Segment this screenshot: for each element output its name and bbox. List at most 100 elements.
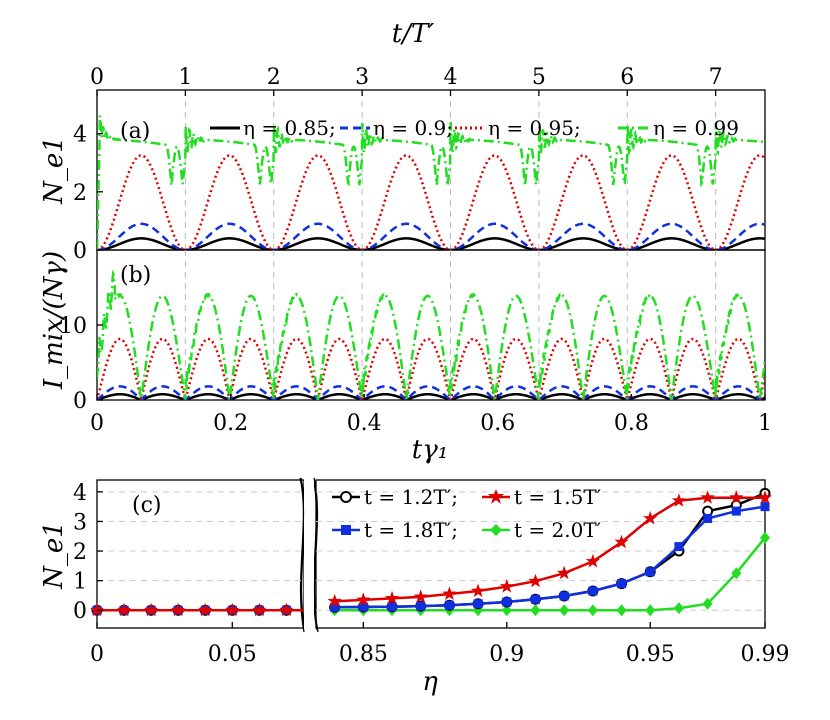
marker-square <box>387 602 397 612</box>
panel-b-xlabel: tγ₁ <box>412 435 448 465</box>
marker-diamond <box>616 604 627 617</box>
marker-diamond <box>501 604 512 617</box>
marker-diamond <box>760 531 770 544</box>
panel-b-series <box>97 269 765 400</box>
panel-b-label: (b) <box>120 263 151 288</box>
marker-square <box>760 502 770 512</box>
marker-square <box>416 601 426 611</box>
tick-label-c-x-right: 0.99 <box>741 642 790 667</box>
marker-star <box>384 590 400 605</box>
tick-label-a-y: 0 <box>73 239 87 264</box>
series-c-right-0 <box>334 492 766 609</box>
panel-c-label: (c) <box>132 493 162 518</box>
tick-label-c-x-left: 0.05 <box>208 642 257 667</box>
marker-star <box>89 602 105 617</box>
panel-a-ylabel: N_e1 <box>39 136 69 205</box>
series-a-1 <box>97 222 765 250</box>
marker-square <box>559 591 569 601</box>
tick-label-a-top: 1 <box>178 65 192 90</box>
marker-star <box>327 593 342 608</box>
marker-star <box>671 493 687 507</box>
marker-diamond <box>731 567 742 580</box>
marker-star <box>643 511 658 525</box>
axis-break-right <box>312 477 318 631</box>
marker-diamond <box>645 604 656 617</box>
marker-star <box>614 534 629 549</box>
marker-star <box>116 602 132 617</box>
tick-label-a-top: 6 <box>620 65 634 90</box>
panel-c: 0 1 2 3 4 0 0.05 0.85 0.9 0.95 0.99 (c) N_e1 η t =… <box>39 470 789 697</box>
tick-label-a-top: 5 <box>532 65 546 90</box>
legend-a-text-085: η = 0.85; <box>243 116 336 140</box>
marker-square <box>674 542 684 552</box>
tick-label-b-x: 0.2 <box>213 411 248 436</box>
marker-star <box>171 602 186 617</box>
marker-square <box>588 586 598 596</box>
series-b-3 <box>97 269 765 400</box>
panel-c-series <box>89 487 773 617</box>
marker-square <box>617 579 627 589</box>
marker-star <box>279 602 294 617</box>
marker-square <box>645 567 655 577</box>
tick-label-b-y: 10 <box>59 314 87 339</box>
tick-label-b-x: 0.8 <box>614 411 649 436</box>
panel-a-label: (a) <box>120 119 150 144</box>
series-a-3 <box>97 115 765 250</box>
tick-label-c-y: 0 <box>73 599 87 624</box>
tick-label-c-x-right: 0.95 <box>626 642 675 667</box>
marker-star <box>700 490 715 504</box>
legend-c-text-18: t = 1.8T′; <box>364 518 458 542</box>
series-c-right-1 <box>334 496 765 603</box>
tick-label-a-y: 4 <box>73 123 87 148</box>
series-c-right-2 <box>334 505 766 609</box>
panel-b-ylabel: I_mix/(Nγ) <box>39 251 69 390</box>
legend-c-marker-15 <box>488 489 504 504</box>
marker-diamond <box>587 604 598 617</box>
tick-label-c-y: 2 <box>73 540 87 565</box>
tick-label-a-top: 4 <box>444 65 458 90</box>
tick-label-b-x: 0.6 <box>480 411 515 436</box>
series-c-right-3 <box>334 536 766 612</box>
marker-star <box>757 490 773 504</box>
tick-label-c-x-right: 0.9 <box>489 642 524 667</box>
panel-a-legend: η = 0.85; η = 0.9; η = 0.95; η = 0.99 <box>210 116 739 140</box>
series-b-2 <box>97 337 765 400</box>
legend-c-marker-20 <box>490 524 502 536</box>
panel-a: 0 1 2 3 4 5 6 7 0 2 4 (a) t/T′ N_e1 η = 0.85; η = … <box>39 19 766 264</box>
marker-square <box>358 602 368 612</box>
marker-diamond <box>673 602 684 615</box>
axis-break-left <box>300 477 306 631</box>
tick-label-c-x-left: 0 <box>90 642 104 667</box>
marker-star <box>528 573 543 588</box>
legend-c-text-15: t = 1.5T′ <box>514 485 602 509</box>
legend-c-text-12: t = 1.2T′; <box>364 485 458 509</box>
marker-star <box>198 602 213 617</box>
tick-label-a-top: 2 <box>267 65 281 90</box>
tick-label-c-y: 3 <box>73 510 87 535</box>
marker-square <box>330 602 340 612</box>
marker-star <box>585 553 600 568</box>
legend-a-text-099: η = 0.99 <box>653 116 739 140</box>
panel-c-ylabel: N_e1 <box>39 521 69 590</box>
marker-diamond <box>702 597 713 610</box>
marker-square <box>502 597 512 607</box>
marker-square <box>473 599 483 609</box>
legend-a-text-095: η = 0.95; <box>488 116 581 140</box>
panel-a-series <box>97 115 765 250</box>
marker-square <box>703 513 713 523</box>
marker-diamond <box>530 604 541 617</box>
tick-label-a-top: 3 <box>355 65 369 90</box>
series-b-1 <box>97 385 765 400</box>
marker-star <box>413 589 428 603</box>
marker-square <box>444 600 454 610</box>
tick-label-c-x-right: 0.85 <box>339 642 388 667</box>
marker-square <box>731 506 741 516</box>
series-b-0 <box>97 393 765 400</box>
marker-star <box>442 586 457 600</box>
marker-square <box>530 594 540 604</box>
legend-c-marker-12 <box>340 491 352 503</box>
tick-label-c-y: 4 <box>73 481 87 506</box>
marker-star <box>557 565 572 580</box>
panel-c-xlabel: η <box>422 667 438 697</box>
